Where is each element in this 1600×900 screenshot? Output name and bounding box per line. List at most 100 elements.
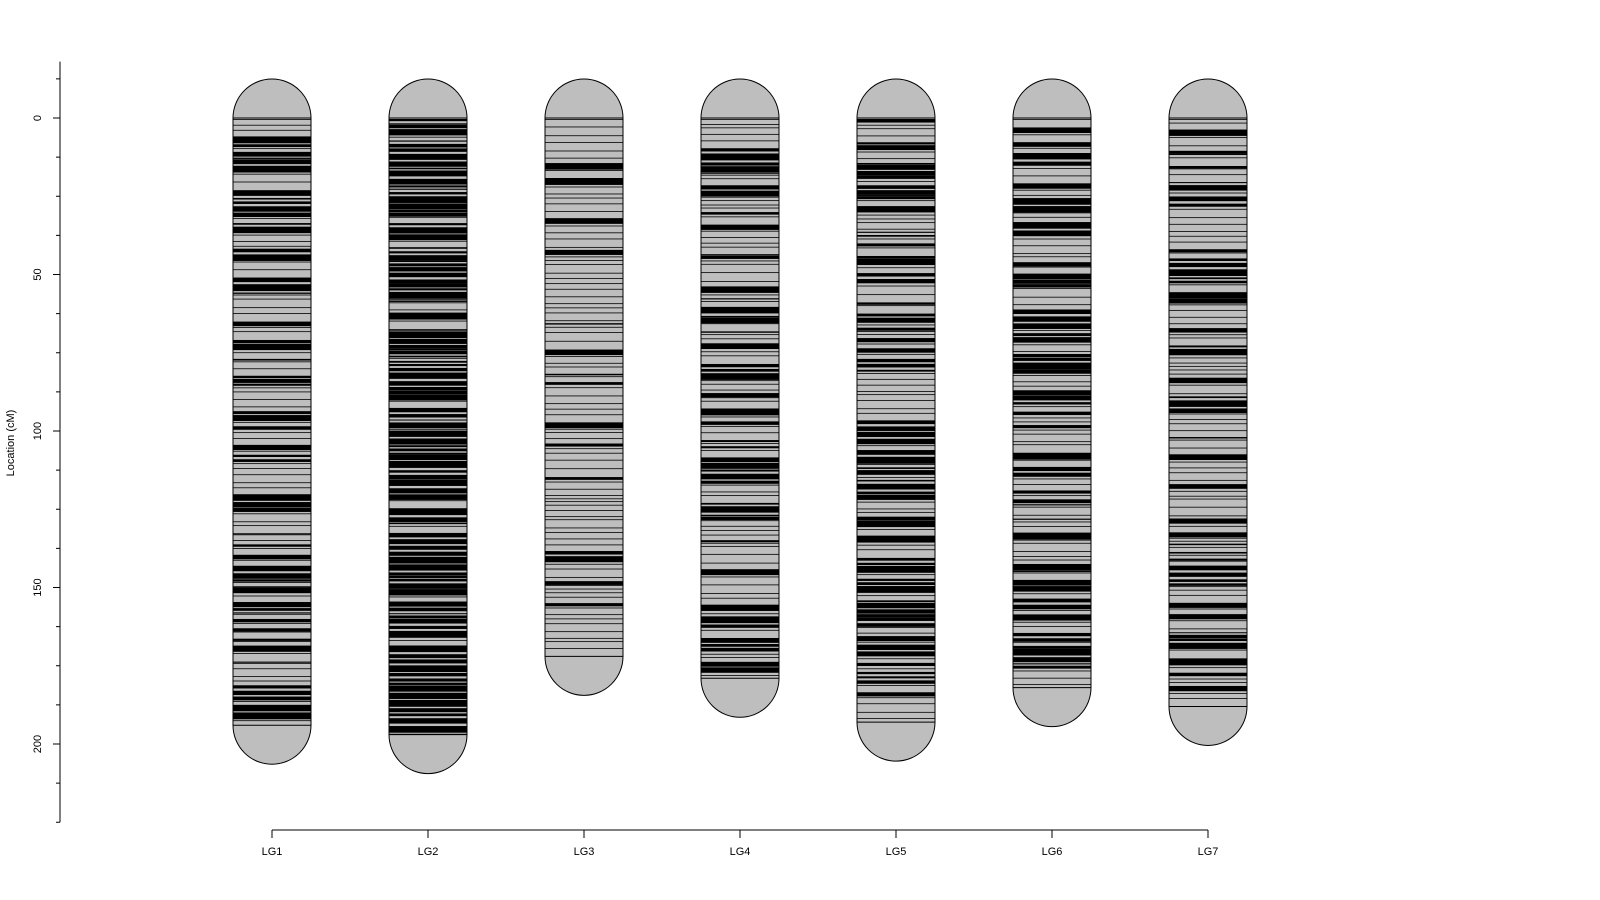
marker-band [857, 135, 935, 137]
marker-band [857, 617, 935, 621]
marker-band [857, 142, 935, 145]
marker-band [1013, 518, 1091, 520]
marker-band [1169, 572, 1247, 577]
marker-band [233, 277, 311, 283]
marker-band [1013, 316, 1091, 322]
marker-band [701, 553, 779, 555]
marker-band [1013, 648, 1091, 656]
marker-band [857, 394, 935, 396]
marker-band [857, 520, 935, 528]
marker-band [857, 676, 935, 679]
marker-band [545, 432, 623, 433]
marker-band [1013, 296, 1091, 298]
marker-band [545, 631, 623, 633]
marker-band [701, 416, 779, 418]
marker-band [233, 513, 311, 515]
marker-band [857, 562, 935, 566]
marker-band [545, 170, 623, 171]
marker-band [389, 188, 467, 190]
marker-band [389, 302, 467, 304]
marker-band [545, 119, 623, 120]
marker-band [233, 269, 311, 271]
marker-band [1013, 245, 1091, 247]
marker-band [1013, 183, 1091, 189]
marker-band [701, 153, 779, 161]
marker-band [389, 522, 467, 525]
marker-band [545, 428, 623, 430]
chromosomes [232, 78, 1248, 775]
x-tick-label: LG5 [886, 846, 907, 858]
marker-band [1013, 495, 1091, 497]
marker-band [545, 366, 623, 368]
marker-band [1013, 570, 1091, 572]
marker-band [857, 477, 935, 478]
marker-band [389, 685, 467, 692]
marker-band [233, 129, 311, 131]
marker-band [701, 491, 779, 493]
marker-band [233, 165, 311, 173]
marker-band [233, 206, 311, 212]
marker-band [233, 181, 311, 183]
marker-band [857, 516, 935, 521]
marker-band [1013, 490, 1091, 494]
marker-band [545, 135, 623, 137]
marker-band [1013, 256, 1091, 258]
marker-band [1013, 381, 1091, 383]
marker-band [1169, 269, 1247, 276]
marker-band [1169, 602, 1247, 608]
marker-band [701, 516, 779, 520]
marker-band [545, 186, 623, 188]
marker-band [857, 456, 935, 464]
marker-band [857, 255, 935, 259]
marker-band [545, 320, 623, 322]
marker-band [701, 255, 779, 259]
marker-band [1169, 373, 1247, 375]
y-tick-label: 150 [32, 578, 44, 596]
marker-band [1013, 330, 1091, 331]
chromosome-body [545, 79, 623, 696]
marker-band [1013, 598, 1091, 603]
marker-band [545, 141, 623, 143]
marker-band [701, 440, 779, 443]
marker-band [389, 372, 467, 379]
marker-band [389, 556, 467, 564]
marker-band [389, 422, 467, 428]
marker-band [701, 254, 779, 256]
marker-band [1013, 638, 1091, 642]
marker-band [545, 556, 623, 563]
marker-band [701, 246, 779, 248]
marker-band [233, 321, 311, 327]
marker-band [857, 600, 935, 603]
marker-band [857, 151, 935, 153]
marker-band [1013, 556, 1091, 557]
marker-band [857, 228, 935, 230]
marker-band [1169, 408, 1247, 414]
marker-band [233, 668, 311, 670]
marker-band [1013, 362, 1091, 370]
marker-band [1013, 238, 1091, 240]
marker-band [1013, 262, 1091, 267]
marker-band [1169, 298, 1247, 304]
marker-band [857, 623, 935, 627]
marker-band [1013, 402, 1091, 405]
marker-band [389, 508, 467, 516]
marker-band [857, 334, 935, 335]
marker-band [701, 286, 779, 293]
marker-band [1013, 417, 1091, 419]
marker-band [389, 613, 467, 615]
marker-band [1169, 157, 1247, 159]
marker-band [233, 638, 311, 641]
marker-band [545, 532, 623, 533]
marker-band [701, 200, 779, 202]
marker-band [233, 502, 311, 508]
marker-band [857, 671, 935, 675]
marker-band [1013, 645, 1091, 649]
marker-band [233, 521, 311, 523]
marker-band [233, 559, 311, 561]
marker-band [545, 592, 623, 594]
marker-band [701, 624, 779, 628]
marker-band [1013, 266, 1091, 268]
marker-band [1169, 166, 1247, 169]
marker-band [1013, 684, 1091, 685]
marker-band [545, 452, 623, 454]
